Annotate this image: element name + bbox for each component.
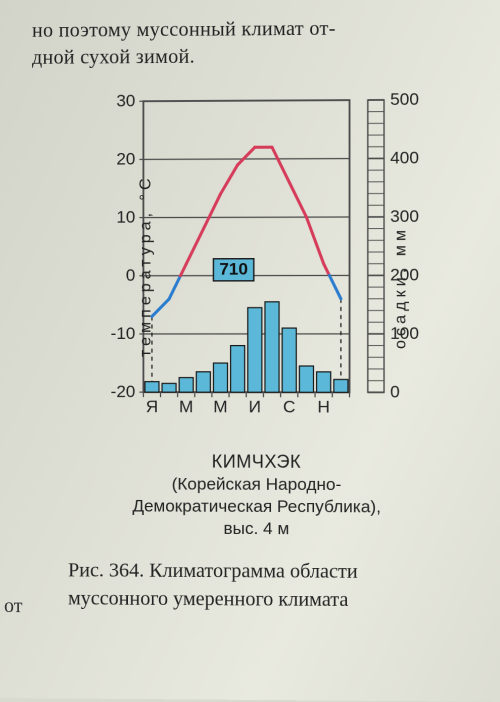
svg-text:М: М (213, 397, 227, 416)
svg-text:400: 400 (390, 148, 419, 167)
figure-caption: Рис. 364. Климатограмма области муссонно… (68, 557, 483, 615)
top-line-2: дной сухой зимой. (32, 46, 195, 69)
svg-text:0: 0 (390, 382, 400, 401)
y-axis-right-label: осадки, мм (392, 226, 410, 349)
caption-line-4: выс. 4 м (65, 517, 449, 540)
climograph-figure: температура, °C осадки, мм 30 20 10 0 -10 -20… (65, 83, 449, 540)
top-paragraph: но поэтому муссонный климат от- дной сух… (32, 15, 483, 72)
svg-text:710: 710 (219, 260, 248, 279)
station-name: КИМЧХЭК (65, 450, 449, 474)
caption-line-2: (Корейская Народно- (65, 473, 449, 496)
top-line-1: но поэтому муссонный климат от- (32, 18, 336, 42)
svg-text:300: 300 (390, 207, 419, 226)
fig-caption-line-2: муссонного умеренного климата (68, 588, 348, 612)
svg-text:-10: -10 (111, 324, 136, 343)
svg-text:Н: Н (317, 397, 329, 416)
chart-caption: КИМЧХЭК (Корейская Народно- Демократичес… (65, 450, 449, 540)
svg-text:500: 500 (390, 90, 419, 109)
fig-caption-line-1: Рис. 364. Климатограмма области (68, 560, 358, 584)
svg-text:Я: Я (146, 397, 158, 416)
svg-text:С: С (283, 397, 295, 416)
svg-text:20: 20 (116, 149, 135, 168)
caption-line-3: Демократическая Республика), (65, 495, 449, 518)
svg-text:10: 10 (116, 208, 135, 227)
svg-text:30: 30 (116, 91, 135, 110)
svg-text:0: 0 (126, 266, 136, 285)
svg-text:И: И (249, 397, 261, 416)
y-axis-left-label: температура, °C (137, 174, 155, 357)
left-margin-fragment: от (4, 595, 22, 618)
svg-text:М: М (179, 397, 193, 416)
svg-text:-20: -20 (111, 382, 136, 401)
